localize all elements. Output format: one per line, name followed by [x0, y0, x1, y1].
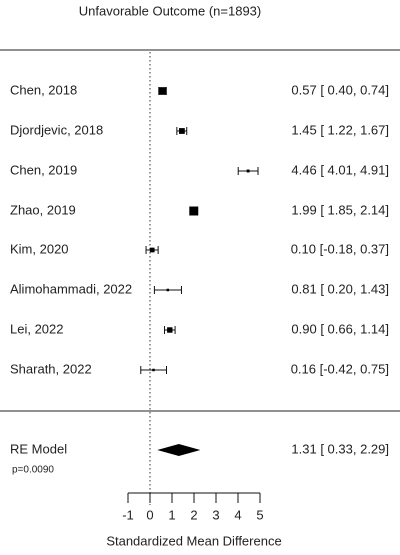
study-label: Zhao, 2019 [10, 202, 76, 217]
study-ci-text: 0.81 [ 0.20, 1.43] [291, 281, 389, 296]
study-ci-text: 0.57 [ 0.40, 0.74] [291, 82, 389, 97]
x-tick-label: -1 [122, 507, 134, 522]
study-point-box [189, 206, 199, 216]
study-point-box [149, 247, 155, 253]
x-axis-label: Standardized Mean Difference [106, 533, 281, 548]
study-label: Chen, 2018 [10, 82, 77, 97]
study-ci-text: 0.16 [-0.42, 0.75] [291, 361, 389, 376]
study-label: Lei, 2022 [10, 321, 64, 336]
study-label: Djordjevic, 2018 [10, 122, 103, 137]
study-label: Alimohammadi, 2022 [10, 281, 132, 296]
study-ci-text: 4.46 [ 4.01, 4.91] [291, 162, 389, 177]
summary-diamond [157, 444, 201, 456]
x-tick-label: 3 [212, 507, 219, 522]
study-point-box [167, 327, 173, 333]
study-point-box [166, 288, 170, 292]
study-point-box [246, 169, 250, 173]
x-tick-label: 4 [234, 507, 241, 522]
summary-p-value: p=0.0090 [12, 465, 54, 476]
x-tick-label: 1 [168, 507, 175, 522]
x-tick-label: 2 [190, 507, 197, 522]
study-ci-text: 1.45 [ 1.22, 1.67] [291, 122, 389, 137]
study-ci-text: 1.99 [ 1.85, 2.14] [291, 202, 389, 217]
study-label: Sharath, 2022 [10, 361, 92, 376]
study-label: Kim, 2020 [10, 241, 69, 256]
study-label: Chen, 2019 [10, 162, 77, 177]
study-ci-text: 0.10 [-0.18, 0.37] [291, 241, 389, 256]
study-ci-text: 0.90 [ 0.66, 1.14] [291, 321, 389, 336]
study-point-box [158, 87, 167, 95]
study-point-box [179, 128, 185, 134]
study-point-box [152, 368, 155, 372]
chart-title: Unfavorable Outcome (n=1893) [79, 3, 261, 18]
summary-label: RE Model [10, 441, 67, 456]
x-tick-label: 0 [146, 507, 153, 522]
x-tick-label: 5 [256, 507, 263, 522]
summary-ci-text: 1.31 [ 0.33, 2.29] [291, 441, 389, 456]
